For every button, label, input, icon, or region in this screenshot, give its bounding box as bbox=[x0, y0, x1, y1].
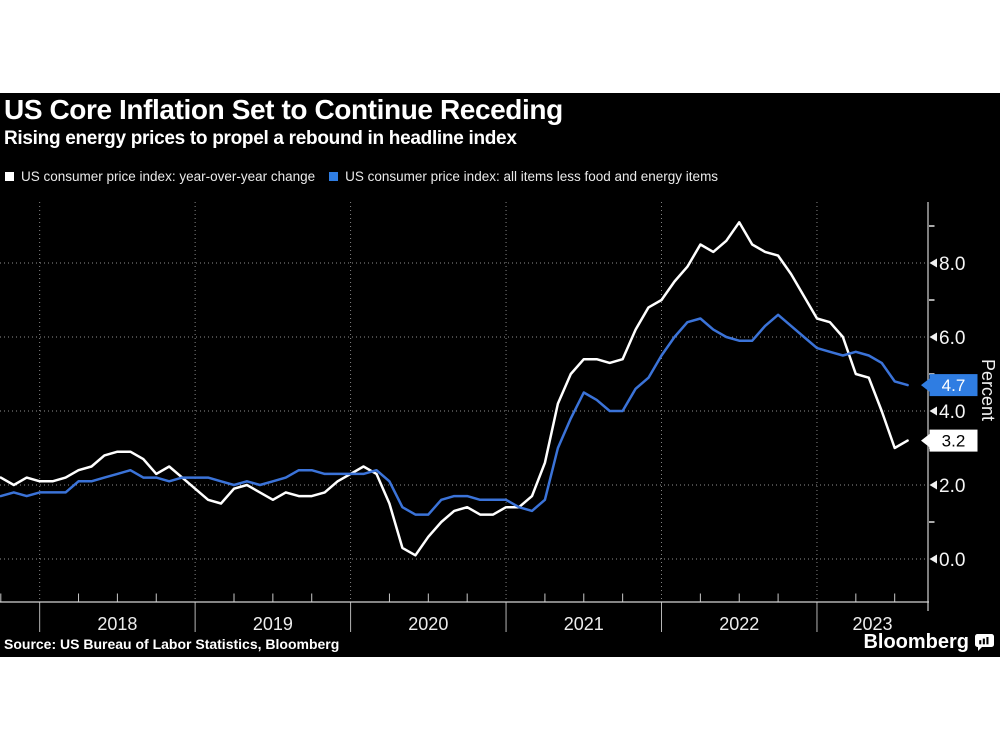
year-label: 2019 bbox=[253, 614, 293, 634]
legend-item-core: US consumer price index: all items less … bbox=[329, 169, 718, 184]
x-axis-year-labels: 2018 2019 2020 2021 2022 2023 bbox=[97, 614, 892, 634]
x-gridlines-and-ticks bbox=[0, 202, 896, 632]
legend-swatch-white-icon bbox=[5, 172, 14, 181]
core-cpi-line bbox=[0, 313, 909, 516]
y-minor-tick bbox=[929, 299, 935, 301]
y-tick-label: 6.0 bbox=[939, 328, 965, 349]
year-label: 2022 bbox=[719, 614, 759, 634]
y-axis-title: Percent bbox=[978, 359, 998, 421]
y-tick-label: 2.0 bbox=[939, 476, 965, 497]
year-label: 2021 bbox=[564, 614, 604, 634]
chart-panel: US Core Inflation Set to Continue Recedi… bbox=[0, 93, 1000, 657]
y-major-tick-arrow bbox=[929, 258, 937, 268]
y-tick-label: 8.0 bbox=[939, 254, 965, 275]
legend-label-core: US consumer price index: all items less … bbox=[345, 169, 719, 184]
year-label: 2018 bbox=[97, 614, 137, 634]
y-minor-tick bbox=[929, 373, 935, 375]
y-major-tick-arrow bbox=[929, 332, 937, 342]
year-label: 2020 bbox=[408, 614, 448, 634]
end-value-tag: 4.7 bbox=[921, 374, 978, 397]
bloomberg-chart-bubble-icon bbox=[975, 634, 994, 651]
end-value-tag: 3.2 bbox=[921, 429, 978, 452]
legend-swatch-blue-icon bbox=[329, 172, 339, 181]
year-label: 2023 bbox=[852, 614, 892, 634]
legend: US consumer price index: year-over-year … bbox=[5, 169, 718, 184]
y-major-tick-arrow bbox=[929, 406, 937, 416]
y-minor-tick bbox=[929, 521, 935, 523]
legend-label-headline: US consumer price index: year-over-year … bbox=[21, 169, 316, 184]
chart-subtitle: Rising energy prices to propel a rebound… bbox=[4, 128, 517, 149]
bloomberg-brand: Bloomberg bbox=[863, 631, 994, 654]
bloomberg-wordmark: Bloomberg bbox=[863, 631, 969, 653]
y-tick-label: 4.0 bbox=[939, 402, 965, 423]
end-value-label: 3.2 bbox=[942, 432, 966, 451]
axes bbox=[0, 202, 929, 611]
legend-item-headline: US consumer price index: year-over-year … bbox=[5, 169, 315, 184]
chart-title: US Core Inflation Set to Continue Recedi… bbox=[4, 94, 563, 125]
source-note: Source: US Bureau of Labor Statistics, B… bbox=[4, 636, 340, 652]
y-axis: 0.0 2.0 4.0 6.0 8.0 bbox=[929, 225, 965, 571]
y-gridlines bbox=[0, 262, 928, 560]
y-major-tick-arrow bbox=[929, 480, 937, 490]
headline-cpi-line bbox=[0, 221, 909, 557]
end-value-label: 4.7 bbox=[942, 376, 966, 395]
y-tick-label: 0.0 bbox=[939, 550, 965, 571]
y-minor-tick bbox=[929, 225, 935, 227]
y-major-tick-arrow bbox=[929, 554, 937, 564]
inflation-line-chart: 2018 2019 2020 2021 2022 2023 0.0 2.0 4.0 6.0 8.0 P… bbox=[0, 202, 998, 634]
